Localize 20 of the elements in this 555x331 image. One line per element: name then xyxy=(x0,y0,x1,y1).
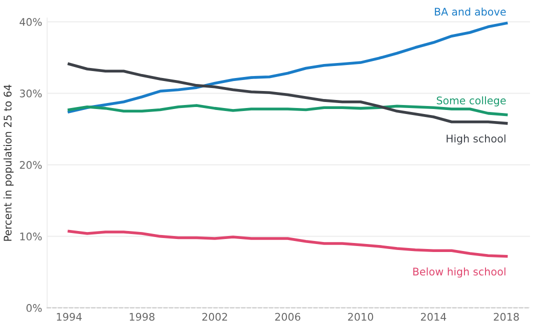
line-series xyxy=(68,22,508,114)
y-tick-label: 30% xyxy=(20,90,42,98)
line-series xyxy=(68,230,508,258)
x-tick-label: 2014 xyxy=(420,312,446,321)
line-series xyxy=(68,62,508,125)
x-tick-label: 2010 xyxy=(348,312,374,321)
series-label: BA and above xyxy=(434,8,506,16)
y-tick-label: 10% xyxy=(20,232,42,240)
y-tick-label: 40% xyxy=(20,18,42,26)
series-label: Some college xyxy=(436,96,506,106)
y-tick-label: 0% xyxy=(26,304,42,312)
x-tick-label: 1998 xyxy=(130,312,154,321)
x-tick-label: 2006 xyxy=(275,312,300,321)
y-tick-label: 20% xyxy=(20,161,42,169)
x-tick-label: 1994 xyxy=(56,312,82,321)
x-tick-label: 2018 xyxy=(494,312,519,321)
y-axis-title: Percent in population 25 to 64 xyxy=(4,84,14,241)
x-tick-label: 2002 xyxy=(202,312,228,321)
series-label: High school xyxy=(446,134,506,145)
series-label: Below high school xyxy=(413,267,506,278)
